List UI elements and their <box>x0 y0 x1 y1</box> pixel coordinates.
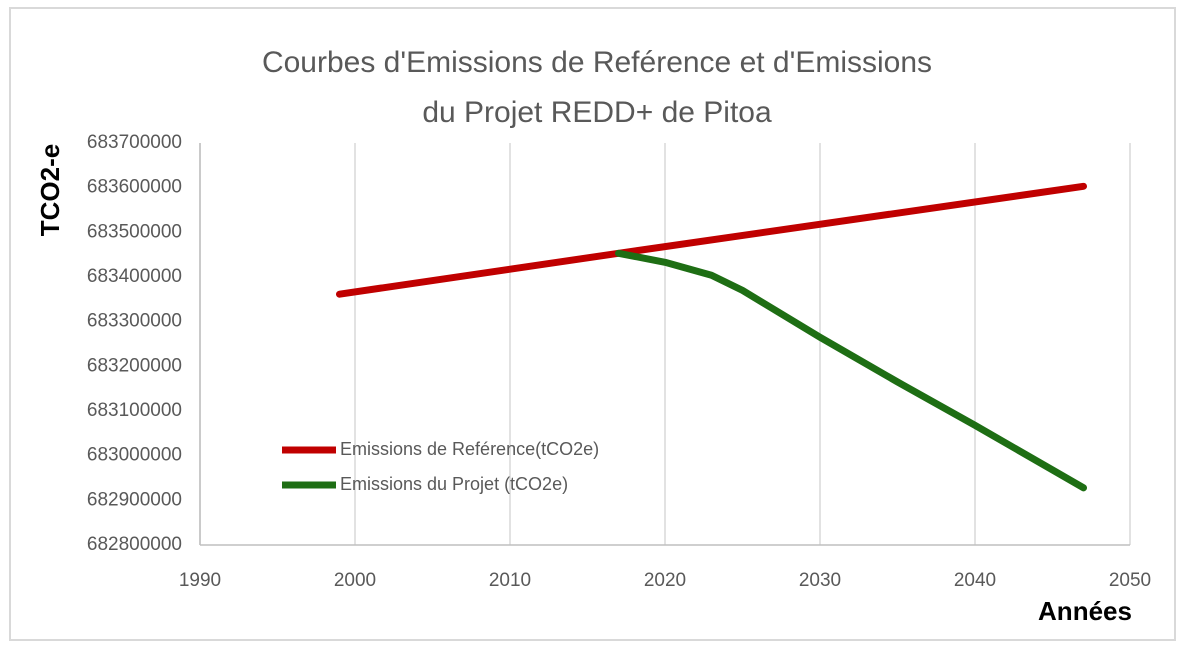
y-tick-label: 683300000 <box>87 311 182 332</box>
y-tick-label: 683000000 <box>87 445 182 466</box>
chart-title: Courbes d'Emissions de Reférence et d'Em… <box>262 46 932 79</box>
x-tick-label: 2020 <box>644 570 686 591</box>
chart-border <box>9 7 1176 641</box>
x-tick-label: 2050 <box>1109 570 1151 591</box>
x-tick-label: 2000 <box>334 570 376 591</box>
x-tick-label: 2030 <box>799 570 841 591</box>
y-tick-label: 683500000 <box>87 221 182 242</box>
y-tick-label: 683100000 <box>87 400 182 421</box>
data-line <box>615 249 1087 492</box>
y-tick-label: 683200000 <box>87 355 182 376</box>
y-tick-label: 682800000 <box>87 534 182 555</box>
legend-label: Emissions du Projet (tCO2e) <box>340 474 568 494</box>
y-tick-label: 683700000 <box>87 132 182 153</box>
x-tick-label: 2010 <box>489 570 531 591</box>
x-axis-title: Années <box>1038 596 1132 626</box>
y-tick-label: 683600000 <box>87 177 182 198</box>
legend-label: Emissions de Reférence(tCO2e) <box>340 439 599 459</box>
x-tick-label: 1990 <box>179 570 221 591</box>
x-tick-label: 2040 <box>954 570 996 591</box>
y-tick-label: 683400000 <box>87 266 182 287</box>
y-axis-title: TCO2-e <box>35 144 65 236</box>
y-tick-label: 682900000 <box>87 489 182 510</box>
chart-title: du Projet REDD+ de Pitoa <box>422 96 772 129</box>
